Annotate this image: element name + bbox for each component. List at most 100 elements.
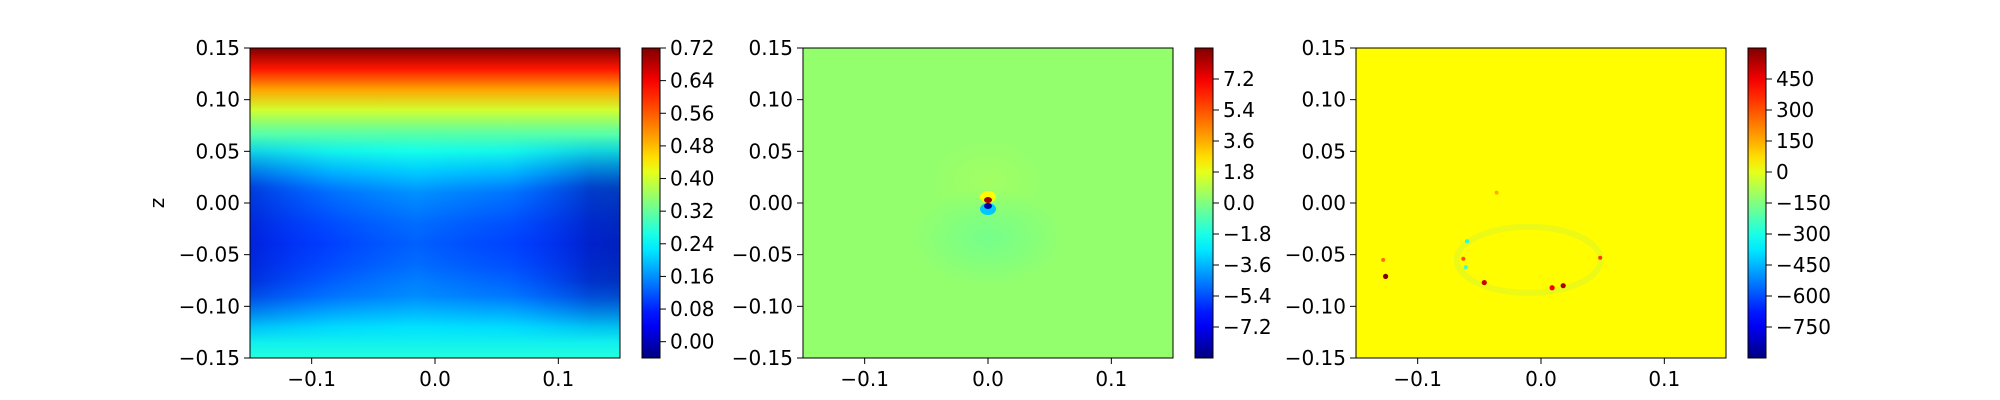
- panel-right: −0.1 0.0 0.1 0.15 0.10 0.05 0.00 −0.05 −0.10 −0.…: [1285, 36, 1831, 391]
- x-tick-label: −0.1: [287, 367, 336, 391]
- y-ticks-middle: 0.15 0.10 0.05 0.00 −0.05 −0.10 −0.15: [732, 36, 803, 370]
- colorbar-tick-label: 0: [1776, 160, 1789, 184]
- heatmap-right: [1356, 48, 1726, 358]
- y-tick-label: −0.05: [179, 243, 240, 267]
- colorbar-tick-label: −3.6: [1223, 253, 1272, 277]
- colorbar-tick-label: 300: [1776, 98, 1814, 122]
- x-tick-label: 0.0: [1525, 367, 1557, 391]
- colorbar-tick-label: 0.48: [670, 134, 715, 158]
- x-tick-label: 0.0: [972, 367, 1004, 391]
- colorbar-right-fill: [1748, 48, 1766, 358]
- heatmap-left: [250, 48, 620, 358]
- hotspot-point: [1598, 255, 1603, 260]
- y-tick-label: 0.05: [748, 139, 793, 163]
- colorbar-tick-label: 0.40: [670, 167, 715, 191]
- x-tick-label: 0.1: [542, 367, 574, 391]
- colorbar-left-ticks: 0.72 0.64 0.56 0.48 0.40 0.32 0.24 0.16 0.08 0.00: [660, 36, 715, 354]
- colorbar-tick-label: 0.32: [670, 199, 715, 223]
- x-tick-label: 0.0: [419, 367, 451, 391]
- colorbar-tick-label: 5.4: [1223, 98, 1255, 122]
- colorbar-tick-label: 450: [1776, 67, 1814, 91]
- x-ticks-left: −0.1 0.0 0.1: [287, 358, 574, 391]
- colorbar-tick-label: 0.0: [1223, 191, 1255, 215]
- colorbar-tick-label: 0.24: [670, 232, 715, 256]
- colorbar-tick-label: 3.6: [1223, 129, 1255, 153]
- y-ticks-left: 0.15 0.10 0.05 0.00 −0.05 −0.10 −0.15: [179, 36, 250, 370]
- colorbar-middle-ticks: 7.2 5.4 3.6 1.8 0.0 −1.8 −3.6 −5.4 −7.2: [1213, 67, 1272, 339]
- x-tick-label: 0.1: [1095, 367, 1127, 391]
- y-tick-label: 0.10: [195, 88, 240, 112]
- colorbar-middle: 7.2 5.4 3.6 1.8 0.0 −1.8 −3.6 −5.4 −7.2: [1194, 47, 1272, 359]
- dipole-negative-core: [984, 203, 992, 209]
- hotspot-point: [1461, 256, 1466, 261]
- y-tick-label: 0.15: [1301, 36, 1346, 60]
- y-tick-label: 0.10: [748, 88, 793, 112]
- dipole-negative-lobe: [908, 188, 1068, 288]
- panel-middle: −0.1 0.0 0.1 0.15 0.10 0.05 0.00 −0.05 −0.10 −0.…: [732, 36, 1272, 391]
- colorbar-tick-label: 0.64: [670, 69, 715, 93]
- colorbar-tick-label: −300: [1776, 222, 1831, 246]
- x-ticks-middle: −0.1 0.0 0.1: [840, 358, 1127, 391]
- colorbar-tick-label: −600: [1776, 284, 1831, 308]
- y-tick-label: −0.10: [732, 294, 793, 318]
- x-tick-label: −0.1: [1393, 367, 1442, 391]
- colorbar-tick-label: −7.2: [1223, 315, 1272, 339]
- heatmap-left-overlay: [250, 48, 620, 358]
- colorbar-middle-fill: [1195, 48, 1213, 358]
- heatmap-right-hotspots: [1381, 190, 1604, 296]
- colorbar-tick-label: 0.00: [670, 330, 715, 354]
- y-tick-label: 0.00: [748, 191, 793, 215]
- y-axis-label-left: z: [145, 198, 169, 209]
- colorbar-tick-label: 1.8: [1223, 160, 1255, 184]
- colorbar-tick-label: −150: [1776, 191, 1831, 215]
- y-tick-label: −0.05: [732, 243, 793, 267]
- y-tick-label: −0.15: [732, 346, 793, 370]
- colorbar-tick-label: 7.2: [1223, 67, 1255, 91]
- y-tick-label: 0.05: [195, 139, 240, 163]
- x-tick-label: −0.1: [840, 367, 889, 391]
- colorbar-right: 450 300 150 0 −150 −300 −450 −600 −750: [1747, 47, 1831, 359]
- colorbar-left: 0.72 0.64 0.56 0.48 0.40 0.32 0.24 0.16 0.08 0.00: [641, 36, 715, 359]
- y-tick-label: 0.15: [195, 36, 240, 60]
- y-tick-label: 0.00: [1301, 191, 1346, 215]
- hotspot-point: [1383, 273, 1389, 279]
- hotspot-point: [1381, 257, 1386, 262]
- colorbar-tick-label: 150: [1776, 129, 1814, 153]
- colorbar-tick-label: 0.08: [670, 297, 715, 321]
- y-tick-label: −0.05: [1285, 243, 1346, 267]
- colorbar-tick-label: 0.72: [670, 36, 715, 60]
- y-tick-label: −0.15: [1285, 346, 1346, 370]
- colorbar-right-ticks: 450 300 150 0 −150 −300 −450 −600 −750: [1766, 67, 1831, 339]
- colorbar-tick-label: −450: [1776, 253, 1831, 277]
- x-tick-label: 0.1: [1648, 367, 1680, 391]
- hotspot-point: [1560, 283, 1566, 289]
- colorbar-tick-label: −1.8: [1223, 222, 1272, 246]
- y-tick-label: 0.10: [1301, 88, 1346, 112]
- y-tick-label: −0.15: [179, 346, 240, 370]
- heatmap-middle-dipole: [908, 141, 1068, 288]
- colorbar-tick-label: 0.16: [670, 264, 715, 288]
- heatmap-right-base: [1356, 48, 1726, 358]
- panel-left: −0.1 0.0 0.1 0.15 0.10 0.05 0.00 −0.05 −0.10 −0.…: [145, 36, 715, 391]
- colorbar-tick-label: −750: [1776, 315, 1831, 339]
- colorbar-tick-label: −5.4: [1223, 284, 1272, 308]
- y-ticks-right: 0.15 0.10 0.05 0.00 −0.05 −0.10 −0.15: [1285, 36, 1356, 370]
- y-tick-label: −0.10: [179, 294, 240, 318]
- hotspot-point: [1463, 265, 1468, 270]
- y-tick-label: 0.05: [1301, 139, 1346, 163]
- colorbar-left-fill: [642, 48, 660, 358]
- colorbar-left-frame: [641, 47, 661, 359]
- hotspot-point: [1465, 239, 1469, 244]
- hotspot-point: [1549, 285, 1555, 291]
- y-tick-label: 0.15: [748, 36, 793, 60]
- hotspot-point: [1494, 190, 1499, 195]
- hotspot-point: [1481, 279, 1487, 286]
- y-tick-label: 0.00: [195, 191, 240, 215]
- heatmap-middle: [803, 48, 1173, 358]
- x-ticks-right: −0.1 0.0 0.1: [1393, 358, 1680, 391]
- y-tick-label: −0.10: [1285, 294, 1346, 318]
- heatmap-right-ring: [1453, 223, 1604, 296]
- colorbar-tick-label: 0.56: [670, 101, 715, 125]
- dipole-positive-core: [984, 197, 992, 203]
